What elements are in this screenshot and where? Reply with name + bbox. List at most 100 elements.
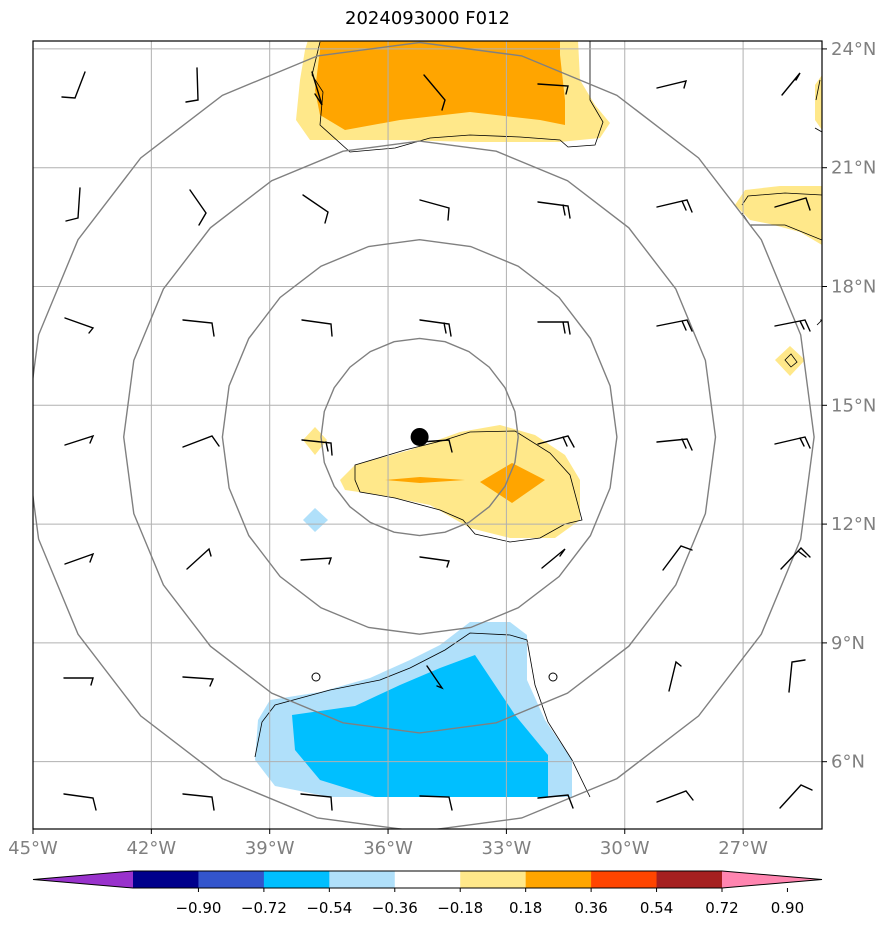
latitude-label: 15°N <box>831 395 876 416</box>
wind-barb <box>788 659 806 693</box>
wind-barb <box>656 438 693 451</box>
negative-anomaly-south <box>255 508 572 797</box>
colorbar-label: 0.90 <box>771 899 804 917</box>
wind-barb <box>668 660 682 692</box>
longitude-label: 45°W <box>8 838 58 859</box>
wind-barb <box>774 436 811 449</box>
colorbar-label: −0.72 <box>241 899 287 917</box>
positive-anomaly-north <box>296 41 610 142</box>
wind-barbs <box>61 67 813 811</box>
wind-barb <box>780 546 811 570</box>
wind-barb <box>189 189 207 226</box>
wind-barb <box>301 319 333 337</box>
wind-barb <box>186 547 212 570</box>
wind-barb <box>185 67 199 103</box>
contour-lines <box>254 41 822 798</box>
colorbar-outline <box>32 870 823 889</box>
range-ring <box>33 41 815 829</box>
range-ring <box>221 238 618 635</box>
longitude-label: 36°W <box>363 838 413 859</box>
colorbar-label: 0.18 <box>509 899 542 917</box>
map-title: 2024093000 F012 <box>345 8 510 29</box>
colorbar-segment <box>263 871 330 888</box>
lat-lon-gridlines <box>33 41 822 829</box>
colorbar-segment <box>329 871 396 888</box>
wind-barb <box>301 439 333 456</box>
latitude-label: 18°N <box>831 277 876 298</box>
longitude-label: 42°W <box>126 838 176 859</box>
wind-barb <box>423 74 446 111</box>
wind-barb <box>774 319 811 332</box>
wind-barb <box>537 321 571 335</box>
colorbar-label: −0.36 <box>372 899 418 917</box>
colorbar-segment <box>460 871 527 888</box>
wind-barb <box>656 790 694 803</box>
colorbar-label: 0.54 <box>640 899 673 917</box>
wind-barb <box>419 556 450 568</box>
wind-barb <box>656 319 693 332</box>
small-contour <box>548 672 558 682</box>
wind-barb <box>656 199 693 213</box>
range-rings <box>33 41 815 829</box>
wind-barb <box>63 677 94 686</box>
latitude-label: 9°N <box>831 633 865 654</box>
latitude-labels: 24°N 21°N 18°N 15°N 12°N 9°N 6°N <box>822 39 876 773</box>
wind-barb <box>774 197 811 211</box>
colorbar-segment <box>198 871 265 888</box>
wind-barb <box>541 548 566 569</box>
colorbar-segment <box>394 871 461 888</box>
wind-barb <box>311 71 323 106</box>
wind-barb <box>61 71 86 99</box>
storm-center-marker <box>410 427 429 446</box>
colorbar-segment <box>525 871 592 888</box>
wind-barb <box>419 319 452 337</box>
colorbar-segment <box>656 871 723 888</box>
wind-barb <box>300 793 333 811</box>
positive-anomaly-east <box>735 75 822 376</box>
colorbar-label: −0.54 <box>306 899 352 917</box>
colorbar-label: 0.36 <box>574 899 607 917</box>
map-frame <box>32 40 823 830</box>
wind-barb <box>537 794 574 809</box>
wind-barb <box>182 319 215 337</box>
wind-barb <box>419 795 453 811</box>
wind-barb <box>300 557 332 565</box>
range-ring <box>122 140 717 734</box>
colorbar-extend-low <box>33 871 133 888</box>
wind-barb <box>64 317 95 334</box>
wind-barb <box>182 435 220 448</box>
colorbar: −0.90 −0.72 −0.54 −0.36 −0.18 0.18 0.36 0.54 0.7… <box>32 870 823 917</box>
wind-barb <box>662 545 693 571</box>
wind-barb <box>182 676 215 687</box>
longitude-label: 27°W <box>718 838 768 859</box>
wind-barb <box>65 187 81 222</box>
longitude-labels: 45°W 42°W 39°W 36°W 33°W 30°W 27°W <box>8 829 768 859</box>
colorbar-label: −0.18 <box>437 899 483 917</box>
wind-barb <box>63 793 97 811</box>
wind-barb <box>779 784 813 809</box>
colorbar-label: 0.72 <box>705 899 738 917</box>
small-contour <box>311 672 321 682</box>
longitude-label: 30°W <box>600 838 650 859</box>
wind-barb <box>64 552 95 565</box>
wind-barb <box>302 194 329 224</box>
latitude-label: 12°N <box>831 514 876 535</box>
latitude-label: 24°N <box>831 39 876 60</box>
colorbar-segment <box>133 871 199 888</box>
longitude-label: 39°W <box>245 838 295 859</box>
wind-barb <box>537 201 571 219</box>
latitude-label: 6°N <box>831 752 865 773</box>
longitude-label: 33°W <box>482 838 532 859</box>
wind-barb <box>537 83 569 95</box>
wind-barb <box>419 199 450 221</box>
wind-barb <box>781 72 801 96</box>
positive-anomaly-center <box>303 425 580 538</box>
colorbar-segment <box>591 871 658 888</box>
wind-barb <box>537 435 575 448</box>
wind-barb <box>64 434 95 446</box>
colorbar-label: −0.90 <box>175 899 221 917</box>
range-ring <box>320 337 519 537</box>
wind-barb <box>182 793 215 811</box>
latitude-label: 21°N <box>831 158 876 179</box>
